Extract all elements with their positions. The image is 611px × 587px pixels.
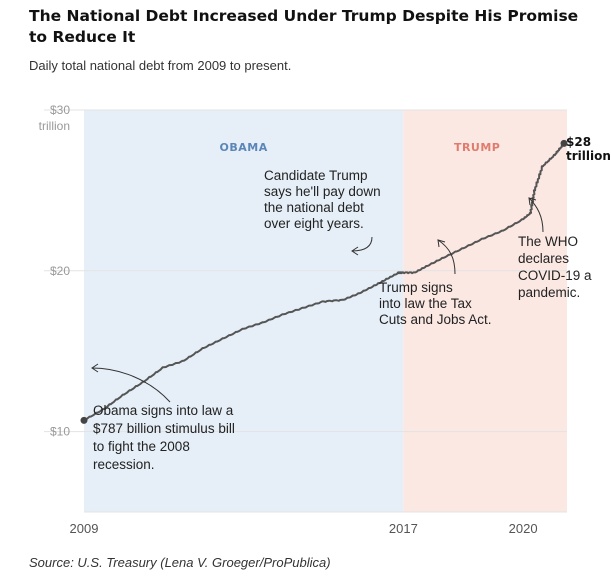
annotation-obama-line-0: Obama signs into law a	[93, 403, 234, 418]
annotation-covid-arrow	[528, 197, 544, 233]
era-label-trump: TRUMP	[454, 141, 500, 154]
annotation-tax-line-2: Cuts and Jobs Act.	[379, 312, 492, 327]
annotation-obama-line-2: to fight the 2008	[93, 439, 190, 454]
y-tick-10: $10	[50, 425, 70, 439]
annotation-candidate-arrow	[351, 236, 373, 252]
annotation-candidate-line-2: the national debt	[264, 200, 364, 215]
annotation-tax-arrow	[437, 239, 456, 275]
chart-subtitle: Daily total national debt from 2009 to p…	[29, 58, 292, 73]
end-value-label: $28	[566, 135, 591, 149]
annotation-tax: Trump signs into law the Tax Cuts and Jobs…	[379, 280, 492, 327]
annotation-obama-arrowhead	[91, 363, 99, 373]
band-obama	[84, 110, 404, 512]
annotation-covid-line-3: pandemic.	[518, 285, 580, 300]
x-tick-2009: 2009	[70, 521, 99, 536]
annotation-candidate-line-0: Candidate Trump	[264, 168, 368, 183]
era-label-obama: OBAMA	[220, 141, 268, 154]
annotation-obama-arrow	[91, 367, 171, 403]
annotation-candidate: Candidate Trump says he'll pay down the na…	[264, 168, 381, 231]
y-tick-20: $20	[50, 264, 70, 278]
annotation-covid-line-1: declares	[518, 251, 569, 266]
annotation-covid-line-0: The WHO	[518, 234, 578, 249]
annotation-obama: Obama signs into law a $787 billion stimu…	[93, 403, 235, 472]
annotation-tax-arrowhead	[437, 239, 446, 248]
y-tick-unit: trillion	[39, 119, 70, 133]
debt-series-line	[83, 144, 563, 422]
chart-title: The National Debt Increased Under Trump …	[29, 7, 579, 46]
source-note: Source: U.S. Treasury (Lena V. Groeger/P…	[29, 555, 331, 570]
annotation-tax-line-0: Trump signs	[379, 280, 453, 295]
annotation-candidate-line-1: says he'll pay down	[264, 184, 381, 199]
y-tick-30: $30	[50, 103, 70, 117]
annotation-covid-arrowhead	[528, 197, 537, 206]
annotation-tax-line-1: into law the Tax	[379, 296, 472, 311]
start-point	[80, 416, 88, 424]
annotation-obama-line-3: recession.	[93, 457, 155, 472]
annotation-obama-line-1: $787 billion stimulus bill	[93, 421, 235, 436]
annotation-covid-line-2: COVID-19 a	[518, 268, 592, 283]
x-tick-2020: 2020	[509, 521, 538, 536]
x-tick-2017: 2017	[389, 521, 418, 536]
end-unit-label: trillion	[566, 149, 611, 163]
end-point	[560, 139, 568, 147]
annotation-covid: The WHO declares COVID-19 a pandemic.	[518, 234, 592, 300]
annotation-candidate-arrowhead	[351, 246, 359, 256]
annotation-candidate-line-3: over eight years.	[264, 216, 364, 231]
